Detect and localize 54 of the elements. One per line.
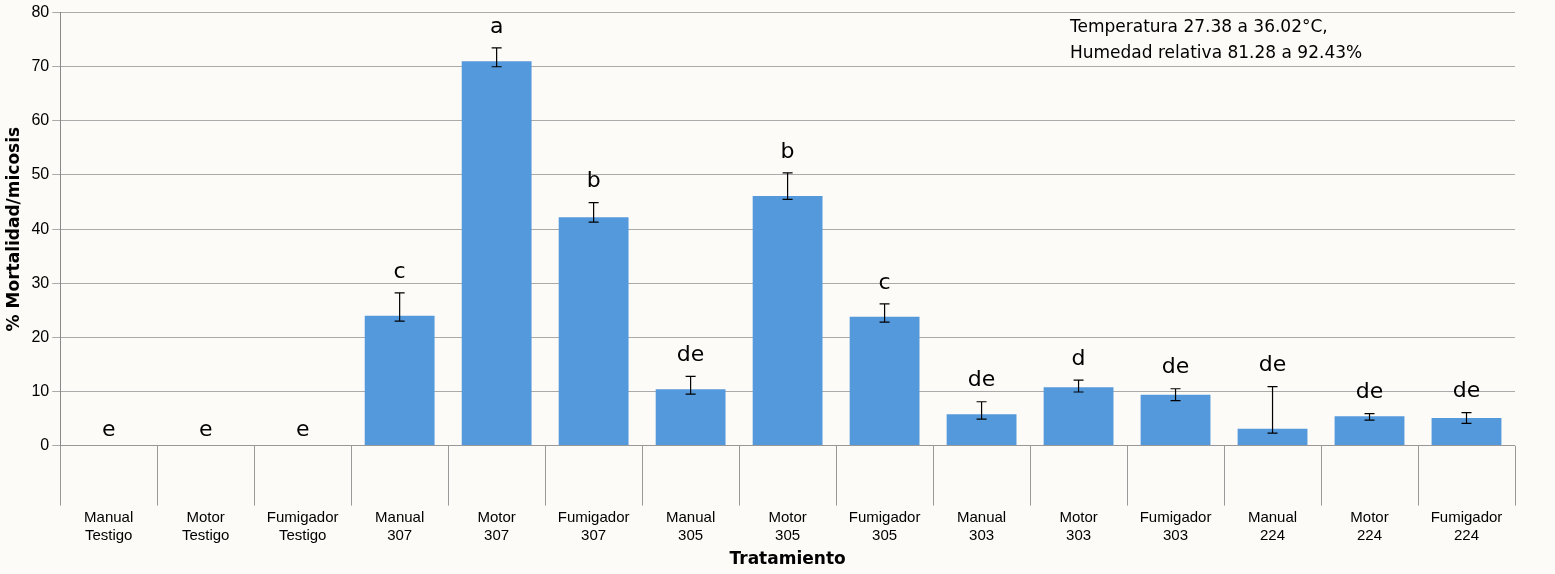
bar [946,414,1017,446]
y-tick-label: 30 [31,273,50,291]
bar [1043,387,1114,446]
x-tick-label: Fumigador 305 [848,507,921,543]
x-tick-label: Manual Testigo [84,507,134,543]
data-label: de [1161,353,1190,379]
bar [655,389,726,446]
y-tick-label: 80 [31,3,50,21]
data-label: c [393,257,406,283]
bar [1334,416,1405,446]
annotation: Temperatura 27.38 a 36.02°C, Humedad relativa 81.28 a 92.43% [1069,15,1363,62]
x-tick-label: Fumigador Testigo [266,507,339,543]
bar [1140,394,1211,446]
x-tick-label: Motor 303 [1059,507,1098,543]
y-tick-label: 50 [31,165,50,183]
data-label: e [101,416,116,442]
x-tick-label: Fumigador 303 [1139,507,1212,543]
data-label: b [586,167,601,193]
data-label: e [198,416,213,442]
bar [461,61,532,446]
y-axis-title: % Mortalidad/micosis [2,126,23,332]
data-label: de [1355,378,1384,404]
data-label: a [489,12,504,38]
data-label: e [295,416,310,442]
x-tick-label: Fumigador 224 [1430,507,1503,543]
bar [752,196,823,446]
bar [849,316,920,446]
data-label: de [1452,377,1481,403]
y-tick-label: 20 [31,327,50,345]
y-tick-label: 60 [31,111,50,129]
data-label: c [878,268,891,294]
x-tick-label: Manual 303 [956,507,1007,543]
bar [558,217,629,446]
y-tick-label: 0 [40,436,50,454]
data-label: de [676,341,705,367]
y-tick-label: 40 [31,219,50,237]
x-tick-label: Motor 307 [477,507,516,543]
bar [1237,428,1308,446]
x-tick-label: Manual 224 [1247,507,1298,543]
y-tick-label: 10 [31,381,50,399]
x-tick-label: Manual 307 [375,507,425,543]
x-tick-label: Motor 224 [1350,507,1389,543]
data-label: de [1258,351,1287,377]
x-tick-label: Motor Testigo [181,507,230,543]
x-tick-label: Fumigador 307 [557,507,630,543]
bar [364,315,435,446]
data-label: d [1071,344,1086,370]
data-label: de [967,366,996,392]
data-label: b [780,137,795,163]
x-tick-label: Manual 305 [666,507,716,543]
bar [1431,418,1502,446]
x-tick-label: Motor 305 [768,507,807,543]
y-tick-label: 70 [31,57,50,75]
x-axis-title: Tratamiento [729,548,846,569]
